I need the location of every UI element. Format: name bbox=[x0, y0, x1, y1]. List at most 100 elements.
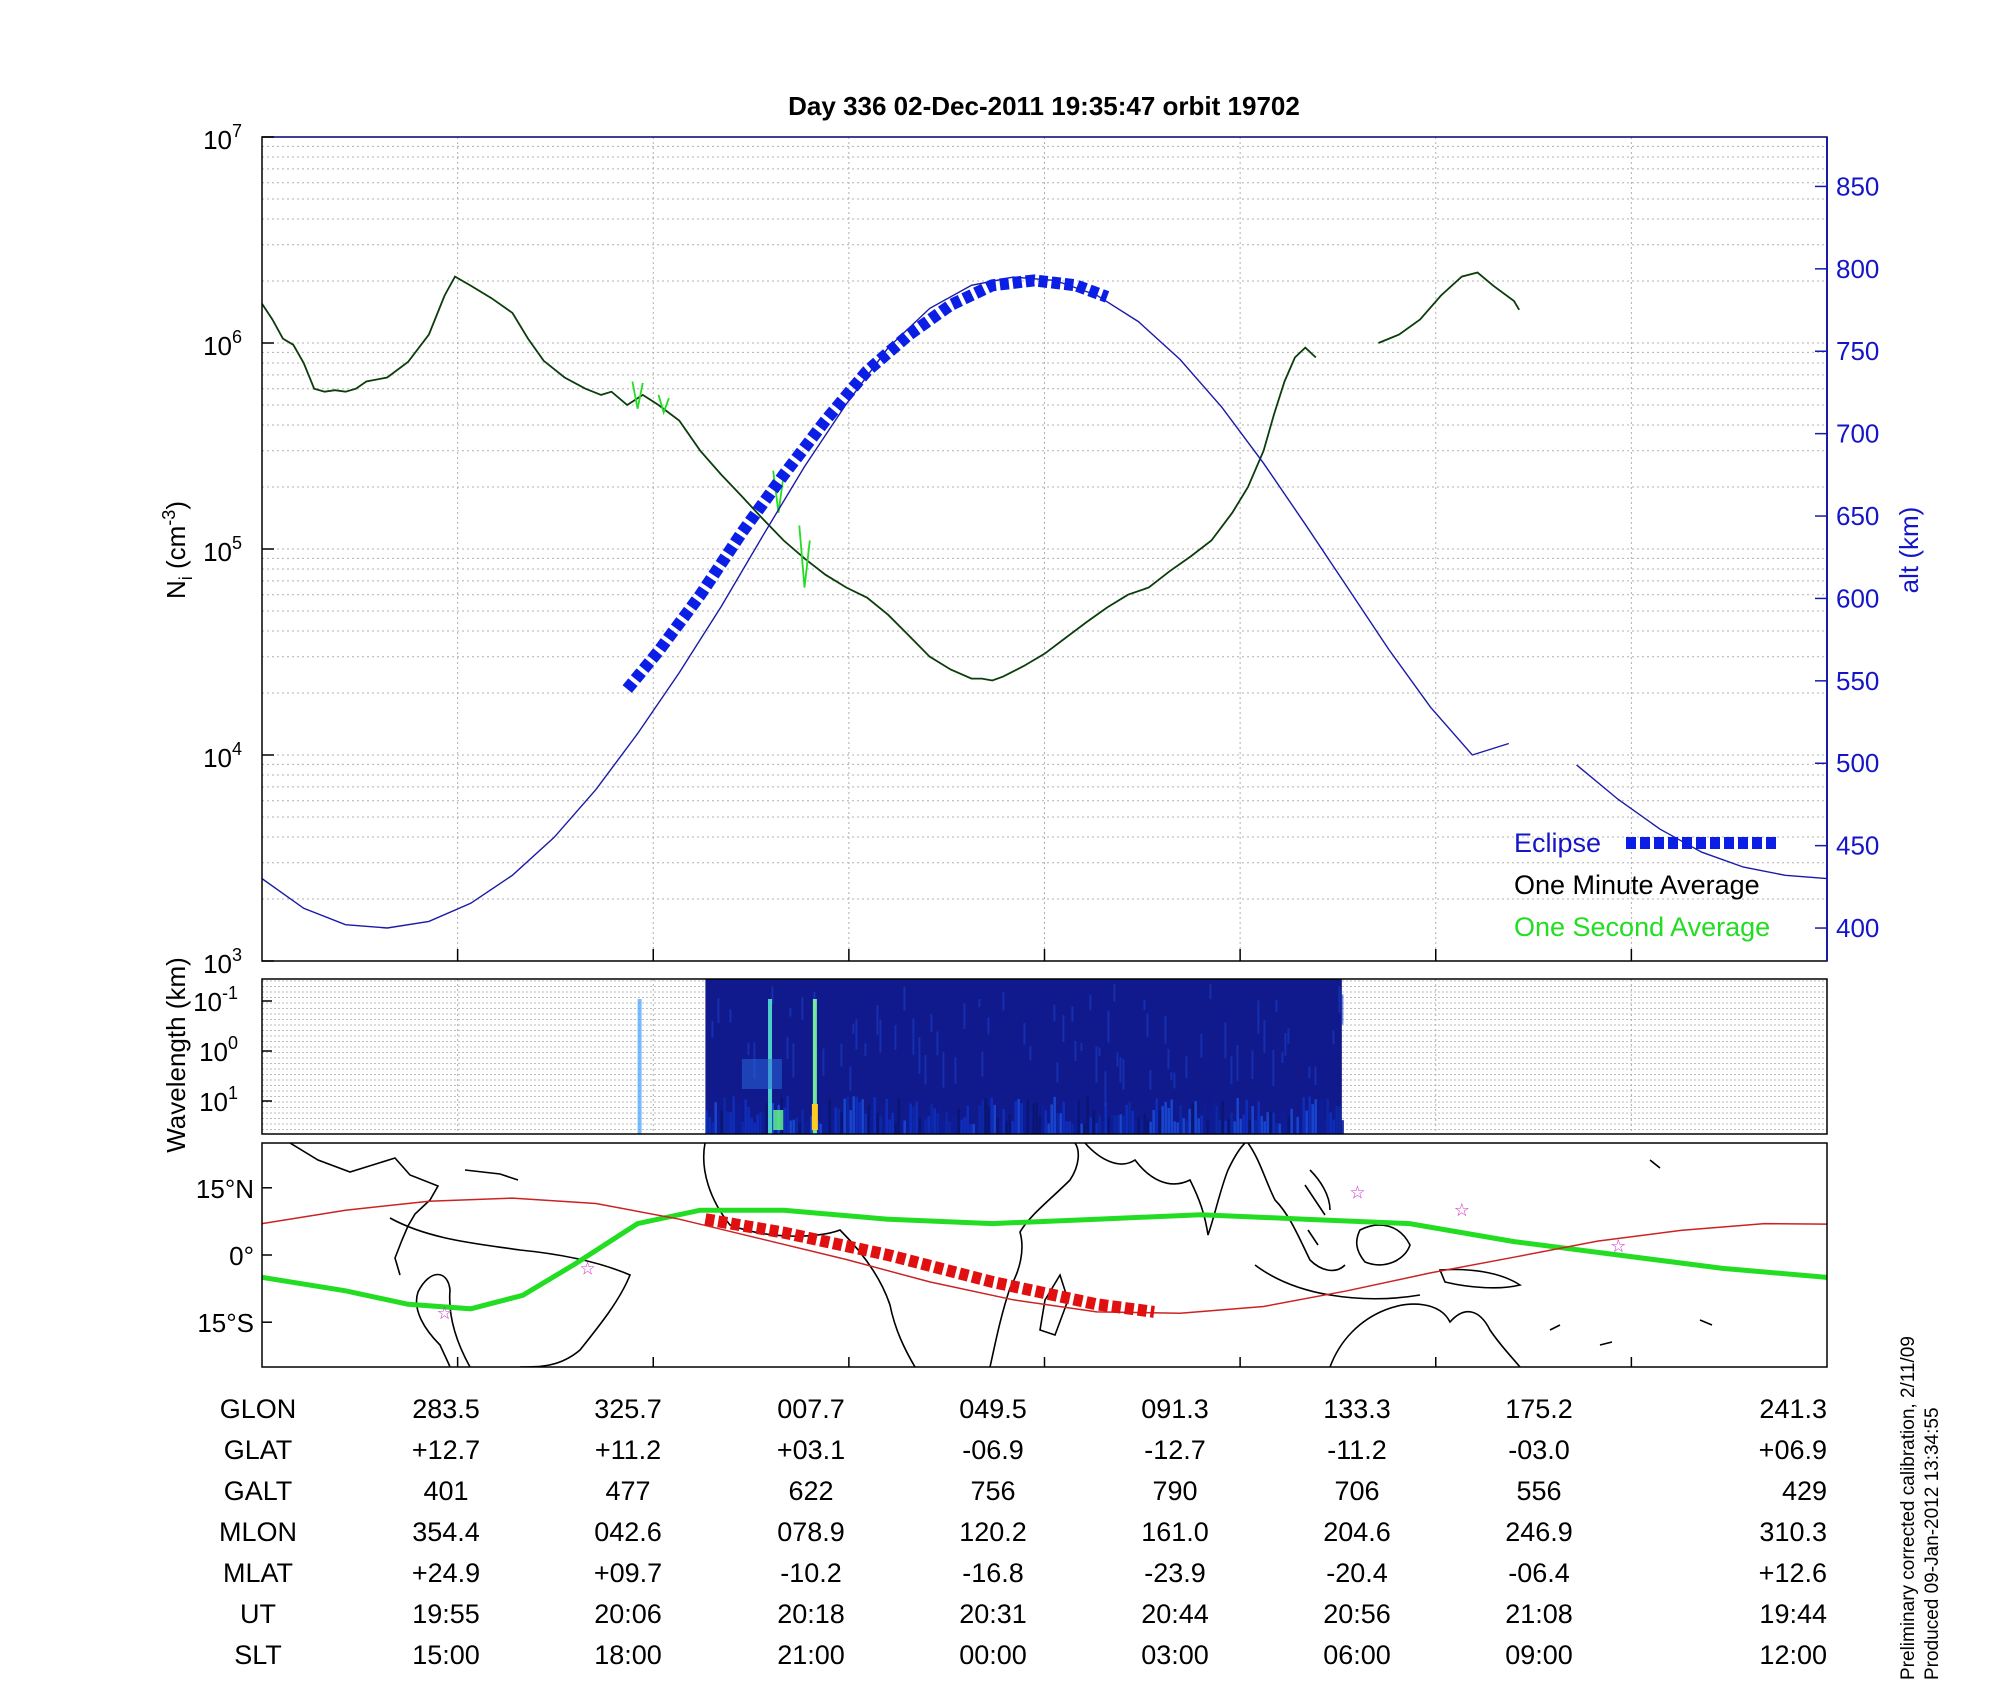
spectrogram-streak bbox=[1284, 1033, 1287, 1056]
spectrogram-column bbox=[1137, 1117, 1140, 1134]
spectrogram-streak bbox=[1029, 1046, 1032, 1061]
table-cell: +11.2 bbox=[595, 1435, 661, 1465]
spectrogram-column bbox=[963, 1117, 966, 1134]
spectrogram-streak bbox=[1056, 1062, 1059, 1083]
spectrogram-column bbox=[852, 1096, 855, 1134]
table-cell: 049.5 bbox=[959, 1394, 1027, 1424]
y-tick-exponent: 6 bbox=[232, 327, 242, 347]
spectrogram-column bbox=[1173, 1121, 1176, 1134]
spectrogram-column bbox=[966, 1105, 969, 1134]
table-cell: 175.2 bbox=[1505, 1394, 1573, 1424]
spectrogram-column bbox=[753, 1122, 756, 1134]
spectrogram-column bbox=[1293, 1117, 1296, 1134]
spectrogram-column bbox=[996, 1117, 999, 1134]
coast-borneo bbox=[1355, 1224, 1411, 1266]
spectrogram-streak bbox=[1314, 1066, 1317, 1085]
spectrogram-column bbox=[1284, 1115, 1287, 1134]
table-cell: -20.4 bbox=[1326, 1558, 1388, 1588]
spectrogram-column bbox=[747, 1107, 750, 1134]
table-cell: 120.2 bbox=[959, 1517, 1027, 1547]
spectrogram-streak bbox=[855, 1019, 858, 1050]
spectrogram-column bbox=[735, 1108, 738, 1134]
map-y-tick-label: 0° bbox=[229, 1241, 254, 1271]
spectrogram-column bbox=[984, 1098, 987, 1134]
spectrogram-streak bbox=[981, 1051, 984, 1077]
spectrogram-streak bbox=[1053, 1004, 1056, 1022]
spectrogram-column bbox=[792, 1119, 795, 1134]
spectrogram-column bbox=[894, 1123, 897, 1134]
spectrogram-column bbox=[759, 1111, 762, 1134]
table-cell: 042.6 bbox=[594, 1517, 662, 1547]
star-marker: ☆ bbox=[437, 1303, 453, 1323]
spectrogram-streak bbox=[1341, 994, 1344, 1025]
spectrogram-column bbox=[990, 1097, 993, 1134]
y-tick-base: 10 bbox=[193, 987, 222, 1017]
spectrogram-column bbox=[1095, 1123, 1098, 1134]
spectrogram-column bbox=[1203, 1102, 1206, 1134]
spectrogram-column bbox=[744, 1099, 747, 1134]
table-cell: +09.7 bbox=[594, 1558, 662, 1588]
spectrogram-column bbox=[1170, 1099, 1173, 1134]
spectrogram-hotspot bbox=[811, 1104, 818, 1130]
series-line bbox=[1378, 271, 1520, 344]
spectrogram-column bbox=[831, 1118, 834, 1134]
spectrogram-column bbox=[798, 1122, 801, 1134]
table-cell: -03.0 bbox=[1508, 1435, 1570, 1465]
table-cell: 429 bbox=[1782, 1476, 1827, 1506]
table-cell: 477 bbox=[605, 1476, 650, 1506]
table-cell: 354.4 bbox=[412, 1517, 480, 1547]
table-row-label: SLT bbox=[234, 1640, 282, 1670]
orbit-info-table: GLON GLAT GALT MLON MLAT UT SLT 283.5 +12.7 401 35… bbox=[219, 1394, 1827, 1670]
spectrogram-column bbox=[927, 1116, 930, 1134]
spectrogram-column bbox=[1266, 1112, 1269, 1134]
spectrogram-column bbox=[1062, 1101, 1065, 1134]
spectrogram-streak bbox=[1173, 1072, 1176, 1089]
spectrogram-column bbox=[1158, 1110, 1161, 1134]
spectrogram-y-tick-label: 10-1 bbox=[193, 983, 238, 1017]
spectrogram-streak bbox=[1104, 1071, 1107, 1106]
spectrogram-streak bbox=[894, 1025, 897, 1050]
spectrogram-column bbox=[846, 1096, 849, 1134]
spectrogram-streak bbox=[729, 1009, 732, 1023]
y-tick-label: 103 bbox=[203, 945, 242, 979]
magnetic-equator-line bbox=[262, 1207, 1827, 1312]
spectrogram-streak bbox=[1251, 1050, 1254, 1080]
spectrogram-column bbox=[1305, 1110, 1308, 1134]
table-cell: -06.9 bbox=[962, 1435, 1024, 1465]
spectrogram-column bbox=[1281, 1110, 1284, 1134]
spectrogram-streak bbox=[1164, 1015, 1167, 1044]
coast-cuba bbox=[464, 1169, 519, 1181]
spectrogram-column bbox=[1218, 1119, 1221, 1134]
spectrogram-column bbox=[1215, 1105, 1218, 1134]
spectrogram-column bbox=[849, 1110, 852, 1134]
y-tick-label: 105 bbox=[203, 533, 242, 567]
spectrogram-column bbox=[951, 1117, 954, 1134]
spectrogram-streak bbox=[1308, 1066, 1311, 1078]
y2-tick-label: 800 bbox=[1836, 254, 1879, 284]
spectrogram-column bbox=[1227, 1119, 1230, 1134]
spectrogram-streak bbox=[1281, 1052, 1284, 1063]
table-cell: 06:00 bbox=[1323, 1640, 1391, 1670]
spectrogram-column bbox=[948, 1121, 951, 1134]
table-cell: 20:06 bbox=[594, 1599, 662, 1629]
table-cell: -10.2 bbox=[780, 1558, 842, 1588]
spectrogram-column bbox=[999, 1122, 1002, 1134]
spectrogram-streak bbox=[912, 1018, 915, 1055]
spectrogram-column bbox=[1242, 1114, 1245, 1134]
spectrogram-band bbox=[812, 999, 817, 1134]
table-cell: 20:31 bbox=[959, 1599, 1027, 1629]
spectrogram-column bbox=[1236, 1097, 1239, 1134]
spectrogram-column bbox=[1026, 1099, 1029, 1134]
spectrogram-streak bbox=[849, 1066, 852, 1091]
spectrogram-column bbox=[843, 1098, 846, 1134]
grid bbox=[262, 979, 1827, 1134]
spectrogram-column bbox=[837, 1108, 840, 1134]
y-tick-base: 10 bbox=[199, 1087, 228, 1117]
spectrogram-column bbox=[1116, 1115, 1119, 1134]
spectrogram-column bbox=[1182, 1118, 1185, 1134]
spectrogram-streak bbox=[1185, 1056, 1188, 1079]
y-tick-exponent: 4 bbox=[232, 739, 242, 759]
spectrogram-column bbox=[888, 1119, 891, 1134]
series-line bbox=[798, 525, 811, 588]
